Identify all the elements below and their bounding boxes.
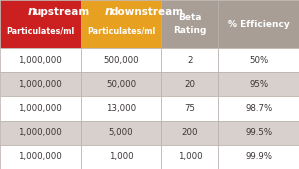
Bar xyxy=(0,121,81,145)
Bar xyxy=(81,48,161,72)
Bar xyxy=(0,0,81,48)
Bar xyxy=(161,72,218,96)
Text: 75: 75 xyxy=(184,104,195,113)
Text: Particulates/ml: Particulates/ml xyxy=(87,27,155,36)
Bar xyxy=(0,145,81,169)
Text: 20: 20 xyxy=(184,80,195,89)
Text: 1,000: 1,000 xyxy=(178,152,202,161)
Bar xyxy=(81,72,161,96)
Text: 1,000,000: 1,000,000 xyxy=(19,80,62,89)
Text: 5,000: 5,000 xyxy=(109,128,133,137)
Text: 13,000: 13,000 xyxy=(106,104,136,113)
Bar xyxy=(81,145,161,169)
Bar xyxy=(218,72,299,96)
Bar xyxy=(218,96,299,121)
Text: n: n xyxy=(28,5,36,18)
Text: upstream: upstream xyxy=(33,7,89,17)
Text: Beta: Beta xyxy=(178,13,202,22)
Bar xyxy=(81,0,161,48)
Bar xyxy=(218,48,299,72)
Text: % Efficiency: % Efficiency xyxy=(228,20,289,29)
Text: 1,000: 1,000 xyxy=(109,152,133,161)
Text: 95%: 95% xyxy=(249,80,268,89)
Text: 99.9%: 99.9% xyxy=(245,152,272,161)
Text: Particulates/ml: Particulates/ml xyxy=(6,27,74,36)
Bar xyxy=(161,48,218,72)
Bar xyxy=(218,121,299,145)
Text: 1,000,000: 1,000,000 xyxy=(19,104,62,113)
Text: Rating: Rating xyxy=(173,26,207,35)
Bar xyxy=(81,121,161,145)
Text: downstream: downstream xyxy=(110,7,183,17)
Text: 1,000,000: 1,000,000 xyxy=(19,128,62,137)
Bar xyxy=(218,0,299,48)
Text: 500,000: 500,000 xyxy=(103,56,139,65)
Bar xyxy=(161,96,218,121)
Text: 200: 200 xyxy=(181,128,198,137)
Bar xyxy=(0,96,81,121)
Text: 98.7%: 98.7% xyxy=(245,104,272,113)
Text: 50,000: 50,000 xyxy=(106,80,136,89)
Bar xyxy=(0,72,81,96)
Text: 99.5%: 99.5% xyxy=(245,128,272,137)
Text: 1,000,000: 1,000,000 xyxy=(19,152,62,161)
Bar xyxy=(0,48,81,72)
Text: n: n xyxy=(105,5,113,18)
Text: 50%: 50% xyxy=(249,56,268,65)
Bar xyxy=(161,121,218,145)
Bar xyxy=(218,145,299,169)
Bar xyxy=(81,96,161,121)
Bar xyxy=(161,0,218,48)
Text: 2: 2 xyxy=(187,56,193,65)
Text: 1,000,000: 1,000,000 xyxy=(19,56,62,65)
Bar xyxy=(161,145,218,169)
